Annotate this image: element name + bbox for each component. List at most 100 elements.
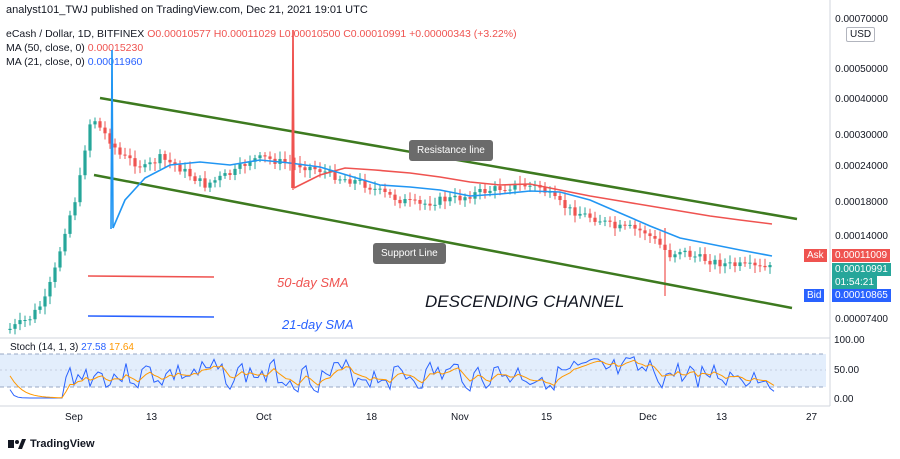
support-channel-line[interactable] [93,173,793,310]
candle-body [68,215,72,234]
price-tick: 0.00030000 [835,130,888,141]
channel-annotation[interactable]: DESCENDING CHANNEL [425,292,625,311]
candle-body [468,197,472,199]
candle-body [158,154,162,164]
candle-body [413,199,417,201]
candle-body [343,179,347,181]
candle-body [73,202,77,216]
currency-selector[interactable]: USD [846,27,876,42]
candle-body [63,233,67,252]
sma21-sample-line [87,315,215,318]
candle-body [173,162,177,165]
candle-body [188,168,192,177]
candle-body [763,265,767,268]
candle-body [353,180,357,184]
last-price-tag: 0.00010991 [832,263,891,276]
candle-body [38,306,42,310]
ma21-legend[interactable]: MA (21, close, 0) 0.00011960 [6,55,517,69]
candle-body [603,220,607,222]
candle-body [338,179,342,181]
candle-body [358,179,362,181]
stoch-tick: 100.00 [834,335,865,346]
candle-body [598,221,602,223]
candle-body [318,169,322,173]
candle-body [488,190,492,193]
candle-body [178,164,182,172]
price-axis[interactable]: 0.00070000 0.00050000 0.00040000 0.00030… [830,0,900,406]
candle-body [528,185,532,187]
stoch-d-line [9,359,775,399]
bid-label: Bid [804,289,825,302]
candle-body [313,167,317,170]
candle-body [323,171,327,173]
candle-body [328,170,332,172]
candle-body [118,147,122,155]
candle-body [698,254,702,257]
stoch-tick: 0.00 [834,394,854,405]
ma21-label: MA (21, close, 0) [6,56,85,68]
candle-body [133,158,137,167]
publish-header: analyst101_TWJ published on TradingView.… [6,4,368,16]
resistance-callout[interactable]: Resistance line [409,140,493,161]
candle-body [553,191,557,197]
candle-body [513,183,517,190]
candle-body [378,188,382,190]
candle-body [708,260,712,265]
stoch-legend[interactable]: Stoch (14, 1, 3) 27.58 17.64 [10,342,134,353]
symbol-ohlc-line: eCash / Dollar, 1D, BITFINEX O0.00010577… [6,27,517,41]
candle-body [393,194,397,200]
candle-body [48,281,52,297]
candle-body [248,161,252,166]
candle-body [703,254,707,261]
candle-body [383,188,387,193]
candle-body [723,263,727,267]
candle-body [228,173,232,175]
tradingview-logo[interactable]: TradingView [8,438,95,450]
ma50-value: 0.00015230 [87,42,144,54]
candle-body [753,262,757,266]
bid-price-tag: 0.00010865 [832,289,891,302]
candle-body [593,217,597,222]
candle-body [368,187,372,190]
candle-body [588,213,592,218]
date-tick: 27 [806,412,818,423]
candle-body [88,124,92,151]
candle-body [93,121,97,125]
date-tick: Dec [639,412,657,423]
candle-body [623,224,627,226]
candle-body [628,224,632,226]
candle-body [448,197,452,202]
candle-body [143,164,147,168]
price-tick: 0.00018000 [835,197,888,208]
stoch-k-value: 27.58 [81,342,107,353]
sma50-annotation[interactable]: 50-day SMA [277,275,349,290]
candle-body [298,163,302,168]
candle-body [333,170,337,180]
sma21-annotation[interactable]: 21-day SMA [282,317,354,332]
candle-body [648,233,652,237]
candle-body [113,143,117,148]
symbol-label[interactable]: eCash / Dollar, 1D, BITFINEX [6,28,145,40]
candle-body [363,179,367,188]
stoch-tick: 50.00 [834,365,860,376]
candle-body [303,167,307,171]
date-tick: Sep [65,412,83,423]
ma50-legend[interactable]: MA (50, close, 0) 0.00015230 [6,41,517,55]
ask-label: Ask [804,249,827,262]
candle-body [768,265,772,268]
candle-body [423,203,427,205]
candle-body [408,199,412,201]
support-callout[interactable]: Support Line [373,243,446,264]
ask-price-tag: 0.00011009 [832,249,891,262]
candle-body [638,228,642,231]
stoch-label: Stoch (14, 1, 3) [10,342,79,353]
candle-body [138,166,142,168]
stoch-d-value: 17.64 [108,342,134,353]
candle-body [163,154,167,160]
candle-body [543,187,547,193]
candle-body [253,158,257,162]
price-tick: 0.00070000 [835,14,888,25]
ma21-line [112,159,773,257]
candle-body [403,199,407,204]
